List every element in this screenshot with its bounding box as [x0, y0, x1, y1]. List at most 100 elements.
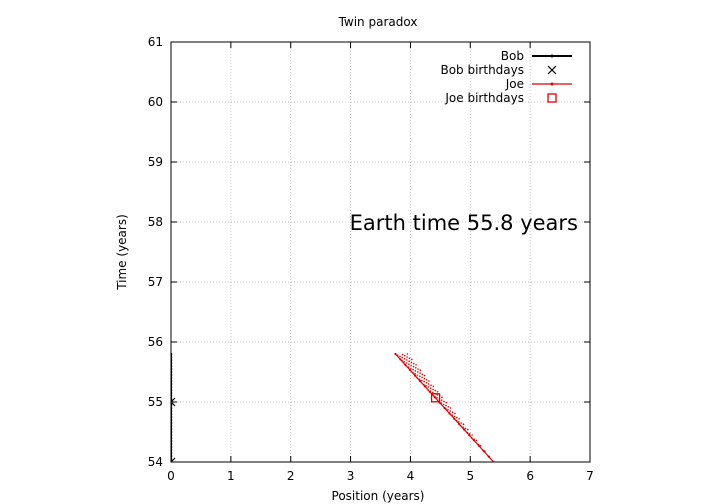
bob-point: [171, 355, 173, 359]
joe-trail-dot: [404, 355, 406, 357]
joe-trail-dot: [436, 397, 438, 399]
bob-point: [171, 430, 173, 434]
earth-time-annotation: Earth time 55.8 years: [350, 211, 578, 235]
joe-trail-dot: [423, 377, 426, 380]
legend-square: [547, 93, 557, 103]
joe-trail-dot: [471, 434, 473, 436]
joe-trail-dot: [456, 416, 458, 419]
bob-birthday-stroke: [171, 397, 176, 403]
joe-trail-dot: [421, 379, 423, 382]
bob-point: [171, 394, 173, 398]
bob-point: [171, 409, 173, 413]
joe-point: [409, 369, 412, 372]
joe-point: [443, 406, 446, 410]
joe-trail-dot: [441, 396, 443, 399]
joe-trail-dot: [419, 369, 422, 372]
bob-point: [171, 391, 173, 395]
joe-trail-dot: [475, 439, 478, 442]
grid: [171, 42, 590, 462]
x-tick-label: 2: [287, 469, 295, 483]
x-tick-label: 6: [526, 469, 534, 483]
joe-trail-dot: [405, 362, 408, 364]
joe-point: [487, 455, 490, 458]
joe-trail-dot: [442, 403, 445, 406]
joe-trail-dot: [412, 362, 415, 365]
joe-trail-dot: [432, 385, 435, 388]
bob-birthday-marker: [171, 457, 176, 462]
joe-trail-dot: [415, 364, 417, 366]
plot-frame: [170, 41, 591, 463]
joe-birthday-marker: [430, 393, 441, 403]
bob-point: [171, 418, 173, 422]
joe-trail-dot: [419, 372, 421, 375]
joe-trail-dot: [453, 415, 456, 418]
joe-point: [394, 352, 397, 356]
joe-trail-dot: [410, 358, 413, 361]
joe-trail-dot: [406, 353, 409, 355]
bob-birthday-marker: [171, 397, 176, 407]
joe-trail-dot: [418, 375, 421, 378]
joe-point: [448, 412, 451, 415]
bob-point: [171, 403, 173, 407]
joe-point: [399, 358, 402, 361]
y-tick-label: 56: [148, 335, 163, 349]
joe-trail-dot: [427, 386, 430, 388]
bob-point: [171, 421, 173, 425]
bob-point: [171, 397, 173, 401]
x-tick-label: 4: [407, 469, 415, 483]
joe-point: [404, 363, 407, 366]
joe-trail-dot: [440, 399, 443, 402]
joe-trail-dot: [421, 376, 423, 379]
bob-point: [171, 406, 173, 410]
y-tick-label: 55: [148, 395, 163, 409]
bob-point: [171, 382, 173, 386]
y-tick-label: 60: [148, 95, 163, 109]
joe-point: [467, 433, 471, 437]
series-layer: [171, 352, 495, 462]
joe-trail-dot: [403, 361, 406, 363]
joe-trail-dot: [445, 401, 448, 404]
joe-point: [482, 450, 485, 453]
bob-birthday-stroke: [171, 457, 176, 462]
joe-trail-dot: [412, 368, 414, 371]
joe-trail-dot: [414, 367, 417, 369]
joe-trail-dot: [454, 412, 456, 415]
joe-trail-dot: [447, 406, 450, 408]
joe-trail-dot: [430, 384, 432, 387]
bob-point: [171, 364, 173, 368]
joe-trail-dot: [416, 374, 419, 376]
joe-trail-dot: [428, 380, 430, 382]
joe-point: [492, 460, 495, 462]
bob-point: [171, 433, 173, 437]
joe-point: [433, 396, 436, 399]
joe-trail-dot: [427, 383, 430, 385]
joe-trail-dot: [436, 391, 439, 393]
y-tick-label: 57: [148, 275, 163, 289]
x-tick-label: 7: [586, 469, 594, 483]
joe-point: [413, 374, 417, 377]
bob-point: [171, 454, 173, 458]
joe-trail-dot: [412, 365, 415, 368]
joe-trail-dot: [434, 389, 437, 392]
joe-trail-dot: [408, 360, 410, 363]
bob-point: [171, 445, 173, 449]
bob-point: [171, 385, 173, 389]
bob-point: [171, 412, 173, 416]
joe-trail-dot: [406, 359, 408, 361]
joe-point: [418, 379, 422, 383]
joe-point: [428, 390, 431, 393]
joe-trail-dot: [414, 370, 417, 372]
joe-trail-dot: [401, 356, 404, 359]
joe-trail-dot: [425, 382, 428, 384]
legend-cross-stroke: [547, 65, 557, 75]
bob-point: [171, 379, 173, 383]
bob-point: [171, 448, 173, 452]
joe-point: [423, 385, 427, 388]
x-tick-label: 3: [347, 469, 355, 483]
joe-point: [463, 428, 466, 431]
joe-trail-dot: [423, 374, 426, 377]
joe-trail-dot: [403, 358, 406, 360]
legend-label: Bob birthdays: [440, 63, 524, 77]
y-tick-label: 59: [148, 155, 163, 169]
